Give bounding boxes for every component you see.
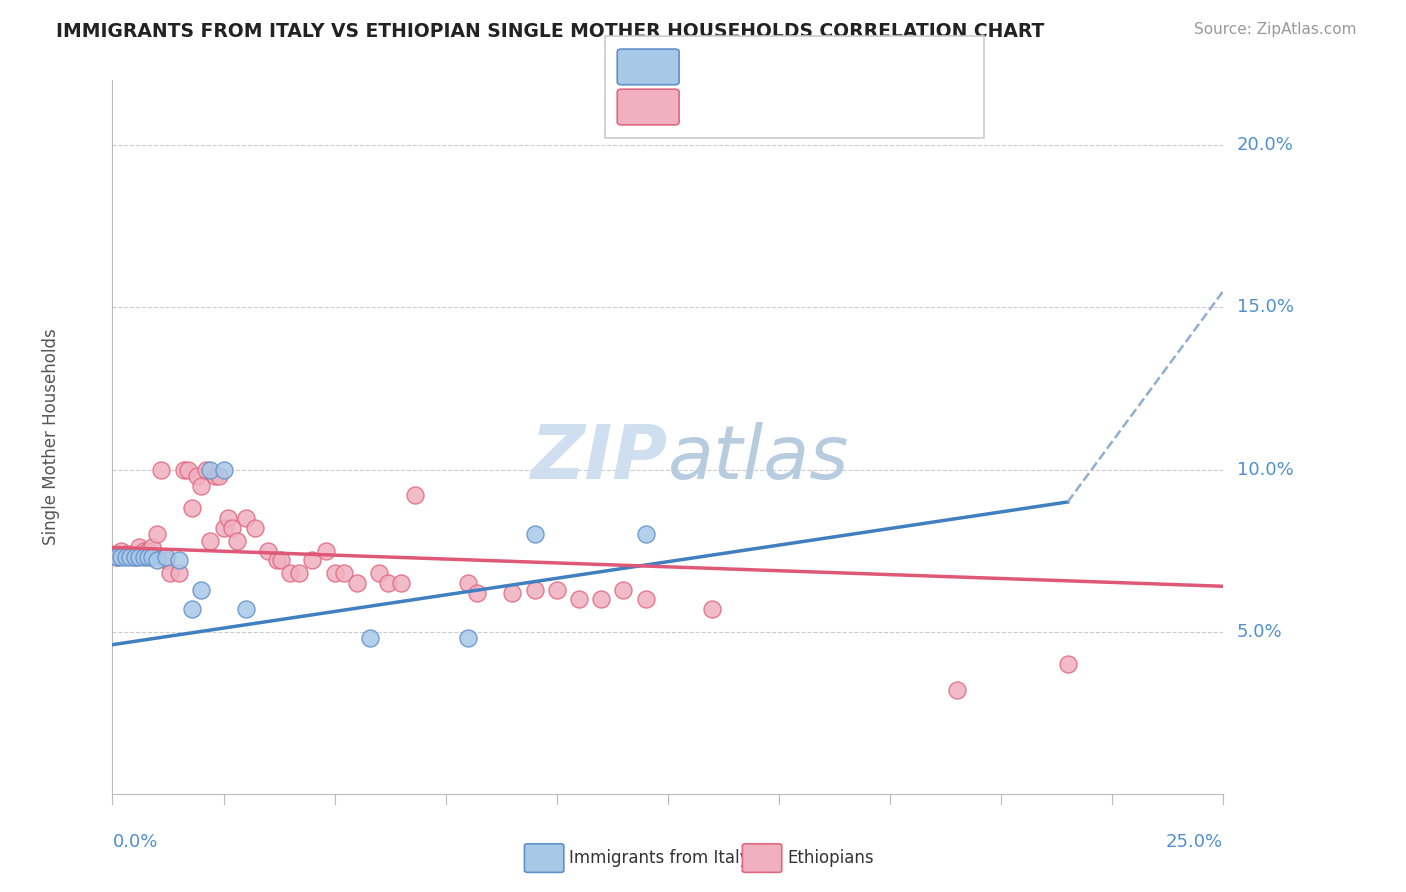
Point xyxy=(212,521,235,535)
Point xyxy=(150,462,173,476)
Point xyxy=(105,550,128,565)
Point xyxy=(235,511,257,525)
Point xyxy=(257,543,280,558)
Point xyxy=(225,533,247,548)
Point xyxy=(702,602,724,616)
Point xyxy=(346,576,368,591)
Text: Source: ZipAtlas.com: Source: ZipAtlas.com xyxy=(1194,22,1357,37)
Point xyxy=(159,566,181,581)
Text: R = -0.136  N = 55: R = -0.136 N = 55 xyxy=(686,98,887,118)
Point xyxy=(190,582,212,597)
Point xyxy=(612,582,634,597)
Point xyxy=(212,462,235,476)
Point xyxy=(128,541,150,555)
Text: Immigrants from Italy: Immigrants from Italy xyxy=(569,849,749,867)
Text: 20.0%: 20.0% xyxy=(1236,136,1294,154)
Point xyxy=(124,550,146,565)
Point xyxy=(270,553,292,567)
Point xyxy=(634,592,657,607)
Point xyxy=(181,501,204,516)
Point xyxy=(235,602,257,616)
Point xyxy=(221,521,243,535)
Point xyxy=(132,550,155,565)
Text: ZIP: ZIP xyxy=(530,422,668,495)
Point xyxy=(332,566,354,581)
Point xyxy=(120,550,142,565)
Text: 0.0%: 0.0% xyxy=(112,833,157,851)
Point xyxy=(359,631,381,645)
Point xyxy=(278,566,301,581)
Text: 5.0%: 5.0% xyxy=(1236,623,1282,640)
Point xyxy=(377,576,399,591)
Point xyxy=(217,511,239,525)
Point xyxy=(634,527,657,541)
Point xyxy=(110,543,132,558)
Point xyxy=(114,547,136,561)
Point xyxy=(177,462,200,476)
Text: Single Mother Households: Single Mother Households xyxy=(42,329,60,545)
Text: atlas: atlas xyxy=(668,423,849,494)
Point xyxy=(128,550,150,565)
Point xyxy=(288,566,311,581)
Text: 25.0%: 25.0% xyxy=(1166,833,1223,851)
Point xyxy=(591,592,613,607)
Point xyxy=(155,553,177,567)
Point xyxy=(155,550,177,565)
Point xyxy=(136,550,159,565)
Point xyxy=(200,533,222,548)
Point xyxy=(546,582,568,597)
Point xyxy=(146,527,169,541)
Text: 10.0%: 10.0% xyxy=(1236,460,1294,478)
Point xyxy=(124,550,146,565)
Point xyxy=(457,576,479,591)
Point xyxy=(315,543,337,558)
Point xyxy=(389,576,412,591)
Point xyxy=(204,469,226,483)
Text: Ethiopians: Ethiopians xyxy=(787,849,875,867)
Point xyxy=(945,683,967,698)
Point xyxy=(323,566,346,581)
Point xyxy=(132,543,155,558)
Point xyxy=(141,550,163,565)
Text: R =  0.331  N = 21: R = 0.331 N = 21 xyxy=(686,57,886,77)
Point xyxy=(208,469,231,483)
Point xyxy=(501,586,523,600)
Point xyxy=(301,553,323,567)
Point xyxy=(190,479,212,493)
Point xyxy=(1056,657,1078,672)
Point xyxy=(146,553,169,567)
Point xyxy=(141,541,163,555)
Point xyxy=(465,586,488,600)
Text: IMMIGRANTS FROM ITALY VS ETHIOPIAN SINGLE MOTHER HOUSEHOLDS CORRELATION CHART: IMMIGRANTS FROM ITALY VS ETHIOPIAN SINGL… xyxy=(56,22,1045,41)
Point xyxy=(173,462,195,476)
Point xyxy=(167,566,190,581)
Point xyxy=(181,602,204,616)
Point xyxy=(105,550,128,565)
Point xyxy=(243,521,266,535)
Point xyxy=(523,582,546,597)
Point xyxy=(136,543,159,558)
Point xyxy=(523,527,546,541)
Point xyxy=(368,566,391,581)
Point xyxy=(114,550,136,565)
Point xyxy=(120,547,142,561)
Point xyxy=(194,462,217,476)
Point xyxy=(266,553,288,567)
Text: 15.0%: 15.0% xyxy=(1236,298,1294,317)
Point xyxy=(186,469,208,483)
Point xyxy=(200,462,222,476)
Point xyxy=(568,592,591,607)
Point xyxy=(167,553,190,567)
Point xyxy=(457,631,479,645)
Point xyxy=(404,488,426,502)
Point xyxy=(110,550,132,565)
